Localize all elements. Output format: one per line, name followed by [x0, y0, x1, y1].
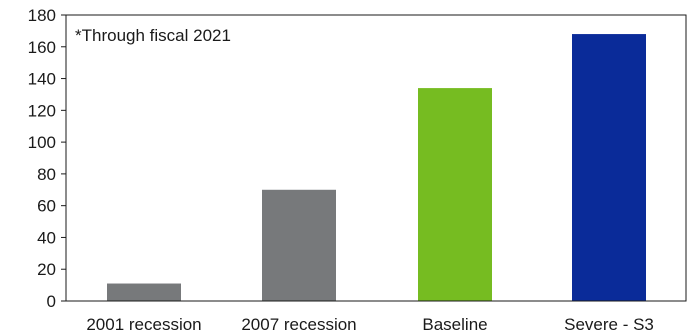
x-axis: 2001 recession 2007 recession Baseline Seve…: [66, 300, 686, 334]
y-tick-label: 0: [47, 292, 56, 311]
y-tick-label: 40: [37, 228, 56, 247]
x-category-label: Baseline: [422, 315, 487, 334]
bar-2007-recession: [262, 189, 336, 301]
y-tick-label: 160: [28, 38, 56, 57]
y-axis: 0 20 40 60 80 100 120 140 160 180: [28, 6, 67, 311]
x-category-label: 2001 recession: [86, 315, 201, 334]
x-category-label: 2007 recession: [241, 315, 356, 334]
y-tick-label: 100: [28, 133, 56, 152]
chart-annotation: *Through fiscal 2021: [75, 26, 231, 45]
bars-group: [107, 34, 646, 302]
y-tick-label: 60: [37, 197, 56, 216]
y-tick-label: 120: [28, 101, 56, 120]
y-tick-label: 80: [37, 165, 56, 184]
y-tick-label: 140: [28, 70, 56, 89]
x-category-label: Severe - S3: [564, 315, 654, 334]
bar-baseline: [418, 88, 492, 301]
bar-severe-s3: [572, 34, 646, 302]
y-tick-label: 180: [28, 6, 56, 25]
y-tick-label: 20: [37, 260, 56, 279]
bar-2001-recession: [107, 283, 181, 301]
